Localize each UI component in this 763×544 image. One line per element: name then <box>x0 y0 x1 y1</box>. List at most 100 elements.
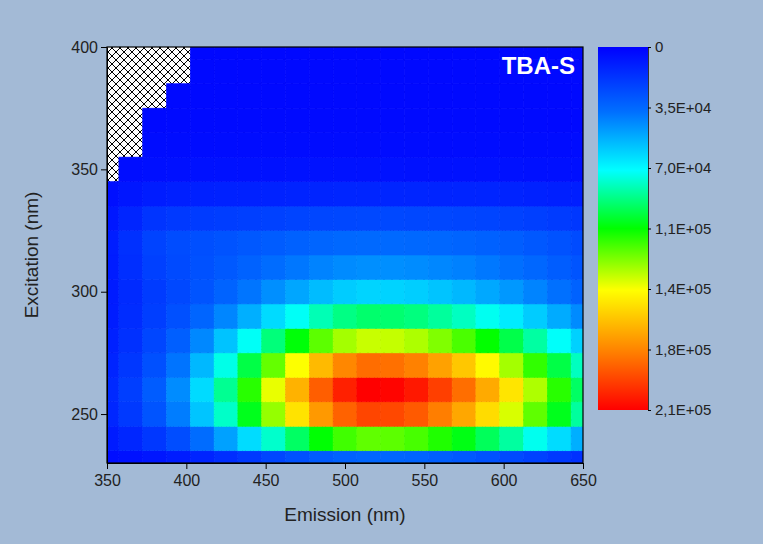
heat-cell <box>286 328 310 352</box>
heat-cell <box>500 377 524 401</box>
x-tick: 650 <box>570 463 597 489</box>
heat-cell <box>167 231 191 255</box>
heat-cell <box>476 47 500 59</box>
x-tick-label: 600 <box>491 472 518 489</box>
heat-cell <box>333 304 357 328</box>
heat-cell <box>524 451 548 463</box>
heat-cell <box>119 353 143 377</box>
heat-cell <box>262 47 286 59</box>
heat-cell <box>119 451 143 463</box>
heat-cell <box>167 451 191 463</box>
x-tick: 550 <box>411 463 438 489</box>
heat-cell <box>333 231 357 255</box>
heat-cell <box>286 426 310 450</box>
heat-cell <box>190 426 214 450</box>
colorbar-tick-label: 3,5E+04 <box>655 99 711 116</box>
heat-cell <box>309 133 333 157</box>
heat-cell <box>500 328 524 352</box>
x-tick-mark <box>186 463 187 469</box>
heat-cell <box>238 402 262 426</box>
heat-cell <box>238 206 262 230</box>
y-tick-mark <box>101 414 107 415</box>
heat-cell <box>167 279 191 303</box>
heat-cell <box>547 157 571 181</box>
heat-cell <box>238 231 262 255</box>
heat-cell <box>524 426 548 450</box>
heat-cell <box>286 451 310 463</box>
heat-cell <box>452 377 476 401</box>
colorbar-tick: 2,1E+05 <box>648 401 711 418</box>
heat-cell <box>107 304 119 328</box>
heat-cell <box>381 182 405 206</box>
heat-cell <box>524 108 548 132</box>
heat-cell <box>452 353 476 377</box>
colorbar-axis: 03,5E+047,0E+041,1E+051,4E+051,8E+052,1E… <box>648 38 711 418</box>
heat-cell <box>428 328 452 352</box>
heat-cell <box>405 108 429 132</box>
heat-cell <box>190 59 214 83</box>
x-tick-label: 500 <box>332 472 359 489</box>
heat-cell <box>571 182 583 206</box>
heat-cell <box>238 304 262 328</box>
heat-cell <box>571 353 583 377</box>
heat-cell <box>167 206 191 230</box>
heat-cell <box>476 353 500 377</box>
x-tick-mark <box>107 463 108 469</box>
heat-cell <box>405 255 429 279</box>
heat-cell <box>524 377 548 401</box>
heat-cell <box>524 206 548 230</box>
heat-cell <box>309 304 333 328</box>
heat-cell <box>452 108 476 132</box>
heat-cell <box>333 328 357 352</box>
colorbar-tick-mark <box>648 47 651 48</box>
heat-cell <box>405 231 429 255</box>
colorbar-tick: 7,0E+04 <box>648 159 711 176</box>
heat-cell <box>405 157 429 181</box>
heat-cell <box>214 328 238 352</box>
x-tick-label: 400 <box>173 472 200 489</box>
heat-cell <box>381 279 405 303</box>
heat-cell <box>405 84 429 108</box>
heat-cell <box>357 377 381 401</box>
heat-cell <box>262 206 286 230</box>
heat-cell <box>405 451 429 463</box>
heat-cell <box>286 255 310 279</box>
heat-cell <box>262 255 286 279</box>
heat-cell <box>381 426 405 450</box>
heat-cell <box>405 279 429 303</box>
heat-cell <box>190 108 214 132</box>
heat-cell <box>571 133 583 157</box>
heat-cell <box>214 279 238 303</box>
heat-cell <box>190 451 214 463</box>
heat-cell <box>547 426 571 450</box>
heat-cell <box>524 328 548 352</box>
heat-cell <box>452 451 476 463</box>
heat-cell <box>524 353 548 377</box>
heat-cell <box>381 133 405 157</box>
heat-cell <box>405 133 429 157</box>
heat-cell <box>500 157 524 181</box>
heat-cell <box>452 47 476 59</box>
heat-cell <box>309 328 333 352</box>
heat-cell <box>547 206 571 230</box>
heat-cell <box>333 255 357 279</box>
heat-cell <box>286 304 310 328</box>
heat-cell <box>452 206 476 230</box>
heat-cell <box>524 279 548 303</box>
heat-cell <box>405 182 429 206</box>
colorbar-tick-mark <box>648 350 651 351</box>
heat-cell <box>428 377 452 401</box>
heat-cell <box>107 328 119 352</box>
y-axis-title: Excitation (nm) <box>21 192 42 319</box>
colorbar-tick: 3,5E+04 <box>648 99 711 116</box>
heat-cell <box>333 279 357 303</box>
heat-cell <box>143 182 167 206</box>
heat-cell <box>107 451 119 463</box>
heat-cell <box>214 59 238 83</box>
heat-cell <box>262 426 286 450</box>
heat-cell <box>286 206 310 230</box>
heat-cell <box>500 231 524 255</box>
heat-cell <box>405 328 429 352</box>
heat-cell <box>167 353 191 377</box>
heat-cell <box>333 157 357 181</box>
